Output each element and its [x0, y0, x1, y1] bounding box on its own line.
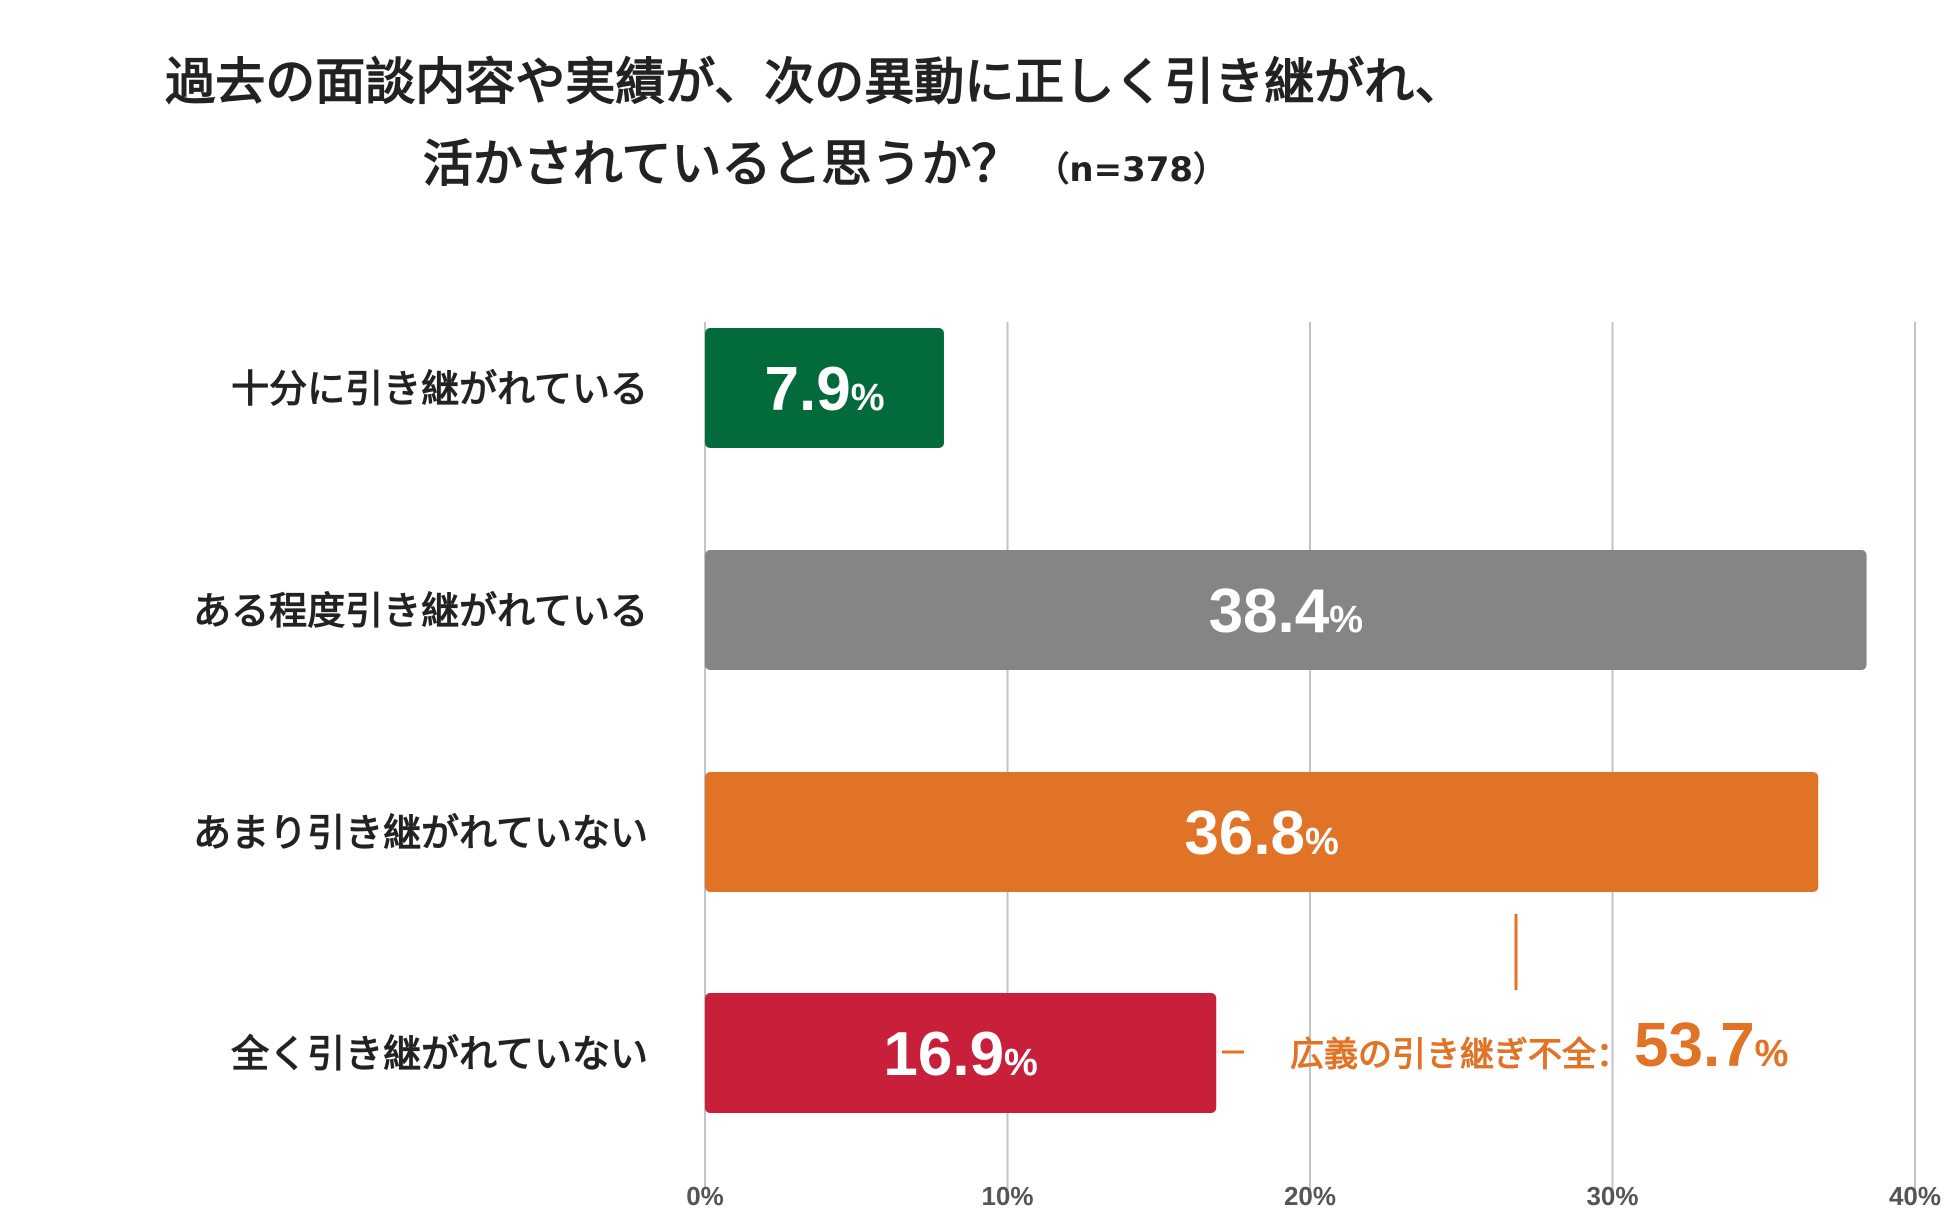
value-unit: % — [1305, 821, 1339, 863]
callout-label: 広義の引き継ぎ不全：53.7% — [1290, 1011, 1788, 1080]
chart-title-line1: 過去の面談内容や実績が、次の異動に正しく引き継がれ、 — [165, 53, 1465, 111]
value-label: 38.4% — [1209, 577, 1363, 646]
category-label: 全く引き継がれていない — [230, 1032, 648, 1076]
callout-unit: % — [1755, 1033, 1789, 1075]
value-unit: % — [1004, 1042, 1038, 1084]
value-unit: % — [851, 377, 885, 419]
bar — [705, 550, 1867, 670]
callout-value: 53.7 — [1634, 1011, 1755, 1080]
chart-title-line2: 活かされていると思うか？ （n=378） — [0, 124, 1800, 196]
x-tick-label: 30% — [1586, 1181, 1638, 1211]
chart-title-line2-text: 活かされていると思うか？ — [422, 135, 1022, 193]
category-label: 十分に引き継がれている — [231, 367, 648, 411]
bar — [705, 328, 944, 448]
x-tick-label: 40% — [1889, 1181, 1941, 1211]
value-unit: % — [1329, 599, 1363, 641]
value-label: 7.9% — [764, 355, 884, 424]
x-tick-label: 0% — [686, 1181, 724, 1211]
value-number: 36.8 — [1184, 799, 1305, 868]
bar — [705, 993, 1217, 1113]
category-label: あまり引き継がれていない — [193, 811, 648, 855]
value-label: 16.9% — [883, 1020, 1037, 1089]
value-label: 36.8% — [1184, 799, 1338, 868]
category-label: ある程度引き継がれている — [193, 589, 648, 633]
x-tick-label: 20% — [1284, 1181, 1336, 1211]
value-number: 38.4 — [1209, 577, 1330, 646]
value-number: 7.9 — [764, 355, 850, 424]
sample-size-label: （n=378） — [1035, 150, 1228, 190]
callout-label-text: 広義の引き継ぎ不全： — [1290, 1035, 1630, 1075]
value-number: 16.9 — [883, 1020, 1004, 1089]
x-tick-label: 10% — [981, 1181, 1033, 1211]
bar — [705, 772, 1819, 892]
